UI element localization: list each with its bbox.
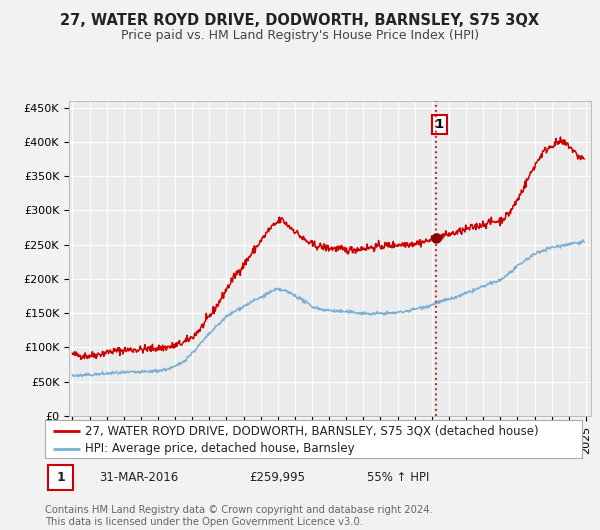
Text: Price paid vs. HM Land Registry's House Price Index (HPI): Price paid vs. HM Land Registry's House … <box>121 29 479 42</box>
Text: 1: 1 <box>435 118 444 131</box>
Text: 27, WATER ROYD DRIVE, DODWORTH, BARNSLEY, S75 3QX (detached house): 27, WATER ROYD DRIVE, DODWORTH, BARNSLEY… <box>85 425 539 437</box>
Text: £259,995: £259,995 <box>249 471 305 484</box>
Text: Contains HM Land Registry data © Crown copyright and database right 2024.: Contains HM Land Registry data © Crown c… <box>45 505 433 515</box>
Text: 27, WATER ROYD DRIVE, DODWORTH, BARNSLEY, S75 3QX: 27, WATER ROYD DRIVE, DODWORTH, BARNSLEY… <box>61 13 539 28</box>
Text: This data is licensed under the Open Government Licence v3.0.: This data is licensed under the Open Gov… <box>45 517 363 527</box>
Text: HPI: Average price, detached house, Barnsley: HPI: Average price, detached house, Barn… <box>85 442 355 455</box>
Text: 31-MAR-2016: 31-MAR-2016 <box>98 471 178 484</box>
Text: 1: 1 <box>56 471 65 484</box>
FancyBboxPatch shape <box>47 465 73 490</box>
Text: 55% ↑ HPI: 55% ↑ HPI <box>367 471 430 484</box>
